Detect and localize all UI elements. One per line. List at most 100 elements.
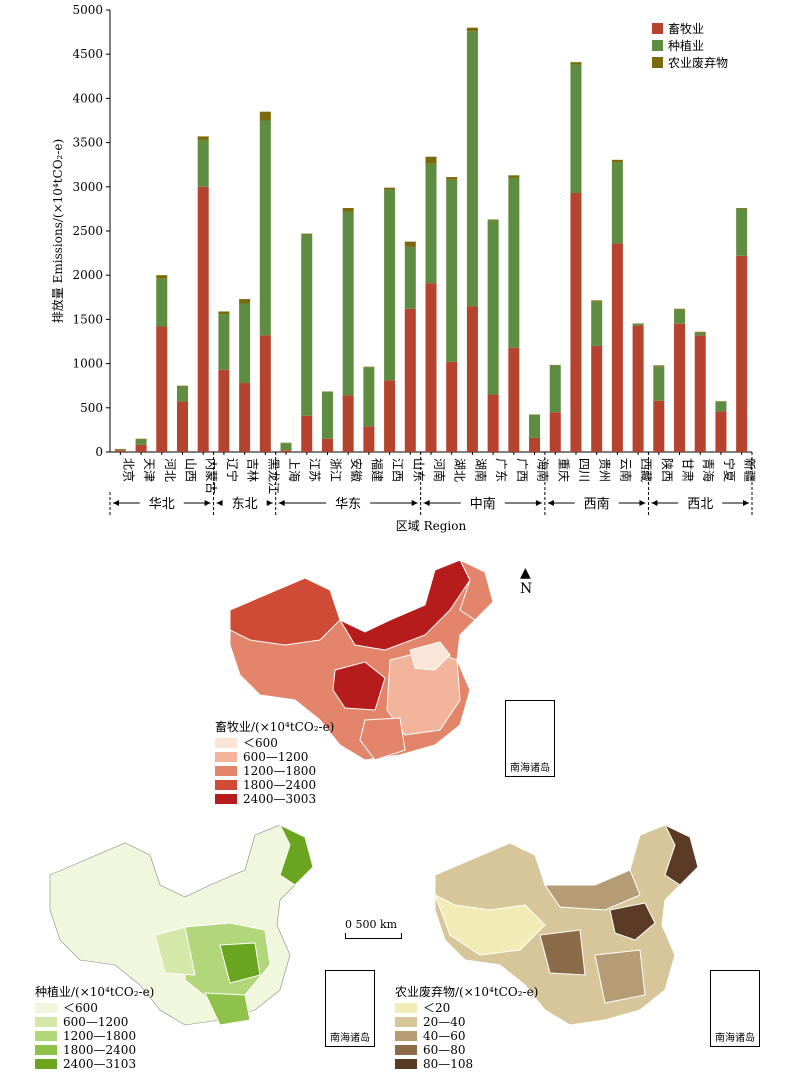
bar-segment (156, 326, 168, 452)
bar-segment (694, 331, 706, 333)
bar-segment (549, 412, 561, 452)
bar-segment (736, 208, 748, 256)
y-tick-label: 2500 (72, 224, 103, 238)
arrow-right-icon (743, 500, 749, 506)
planting-legend-title: 种植业/(×10⁴tCO₂-e) (35, 985, 155, 999)
y-tick-label: 2000 (72, 268, 103, 282)
arrow-right-icon (535, 500, 542, 506)
bar-segment (321, 438, 333, 452)
x-axis-label: 区域 Region (396, 519, 467, 533)
arrow-right-icon (411, 500, 418, 506)
y-tick-label: 4500 (72, 47, 103, 61)
legend-swatch (395, 1017, 417, 1027)
legend-row: 1200—1800 (215, 764, 334, 778)
arrow-left-icon (651, 500, 658, 506)
bar-segment (156, 275, 168, 279)
y-tick-label: 1500 (72, 312, 103, 326)
x-tick-label: 重庆 (556, 458, 570, 482)
x-tick-label: 湖北 (453, 458, 468, 482)
livestock-inset: 南海诸岛 (505, 700, 555, 777)
bar-segment (736, 255, 748, 452)
legend-swatch (395, 1059, 417, 1069)
legend-label: 1800—2400 (243, 778, 317, 792)
legend-row: 1800—2400 (215, 778, 334, 792)
legend-swatch (35, 1003, 57, 1013)
arrow-left-icon (113, 500, 119, 506)
arrow-left-icon (278, 500, 285, 506)
legend-row: 1800—2400 (35, 1043, 154, 1057)
bar-segment (529, 437, 541, 452)
bar-segment (549, 365, 561, 413)
livestock-legend-title: 畜牧业/(×10⁴tCO₂-e) (215, 720, 335, 734)
legend-row: 2400—3003 (215, 792, 334, 806)
bar-segment (342, 395, 354, 452)
bar-segment (446, 361, 458, 452)
bar-segment (197, 136, 209, 140)
bar-segment (570, 62, 582, 65)
bar-segment (363, 426, 375, 452)
north-label: N (520, 581, 533, 597)
x-tick-label: 福建 (370, 458, 385, 482)
legend-label: 40—60 (423, 1029, 466, 1043)
legend-label: ＜600 (243, 736, 278, 750)
legend-label: 20—40 (423, 1015, 466, 1029)
region-label: 中南 (470, 496, 496, 512)
planting-map (49, 823, 314, 1026)
x-tick-label: 西藏 (639, 458, 653, 482)
legend-swatch (395, 1003, 417, 1013)
waste-legend: 农业废弃物/(×10⁴tCO₂-e) ＜20 20—40 40—60 60—80 80—… (395, 985, 538, 1071)
x-tick-label: 宁夏 (722, 458, 737, 482)
bar-segment (114, 449, 126, 451)
bar-segment (404, 241, 416, 247)
legend-label: 农业废弃物 (668, 55, 728, 70)
scale-label: 0 500 km (345, 918, 398, 931)
bar-segment (321, 391, 333, 439)
legend-swatch (215, 766, 237, 776)
x-tick-label: 内蒙古 (204, 458, 219, 494)
bar-segment (508, 175, 520, 178)
legend-swatch (35, 1017, 57, 1027)
bar-segment (611, 162, 623, 244)
region-label: 华北 (149, 497, 175, 512)
bar-segment (301, 415, 313, 452)
bar-segment (611, 159, 623, 163)
legend-row: 600—1200 (215, 750, 334, 764)
bar-segment (239, 383, 251, 452)
bar-segment (135, 439, 147, 445)
bar-segment (197, 186, 209, 453)
bar-segment (259, 120, 271, 336)
x-tick-label: 吉林 (246, 458, 260, 482)
bar-segment (342, 211, 354, 396)
x-tick-label: 上海 (287, 458, 302, 482)
bar-segment (653, 366, 665, 401)
y-tick-label: 5000 (72, 3, 103, 17)
legend-swatch (35, 1059, 57, 1069)
bar-segment (425, 156, 437, 164)
y-tick-label: 3500 (72, 136, 103, 150)
arrow-left-icon (547, 500, 554, 506)
bar-segment (218, 369, 230, 452)
legend-swatch (395, 1031, 417, 1041)
y-tick-label: 3000 (72, 180, 103, 194)
legend-row: ＜600 (35, 1001, 154, 1015)
planting-inset: 南海诸岛 (325, 970, 375, 1047)
legend-swatch (215, 794, 237, 804)
x-tick-label: 四川 (577, 458, 591, 482)
waste-map (434, 823, 699, 1026)
region-label: 西南 (584, 496, 610, 512)
x-tick-label: 天津 (142, 458, 156, 482)
x-tick-label: 青海 (701, 458, 716, 482)
bar-segment (653, 400, 665, 452)
x-tick-label: 山西 (183, 458, 197, 482)
legend-row: 60—80 (395, 1043, 538, 1057)
x-tick-label: 江西 (391, 458, 405, 482)
bar-segment (487, 394, 499, 452)
region-label: 西北 (687, 497, 713, 512)
legend-row: 80—108 (395, 1057, 538, 1071)
bar-segment (404, 308, 416, 452)
region-label-bg (326, 494, 371, 512)
bar-segment (487, 219, 499, 221)
y-tick-label: 1000 (72, 357, 103, 371)
bar-segment (384, 187, 396, 190)
bar-segment (239, 303, 251, 384)
